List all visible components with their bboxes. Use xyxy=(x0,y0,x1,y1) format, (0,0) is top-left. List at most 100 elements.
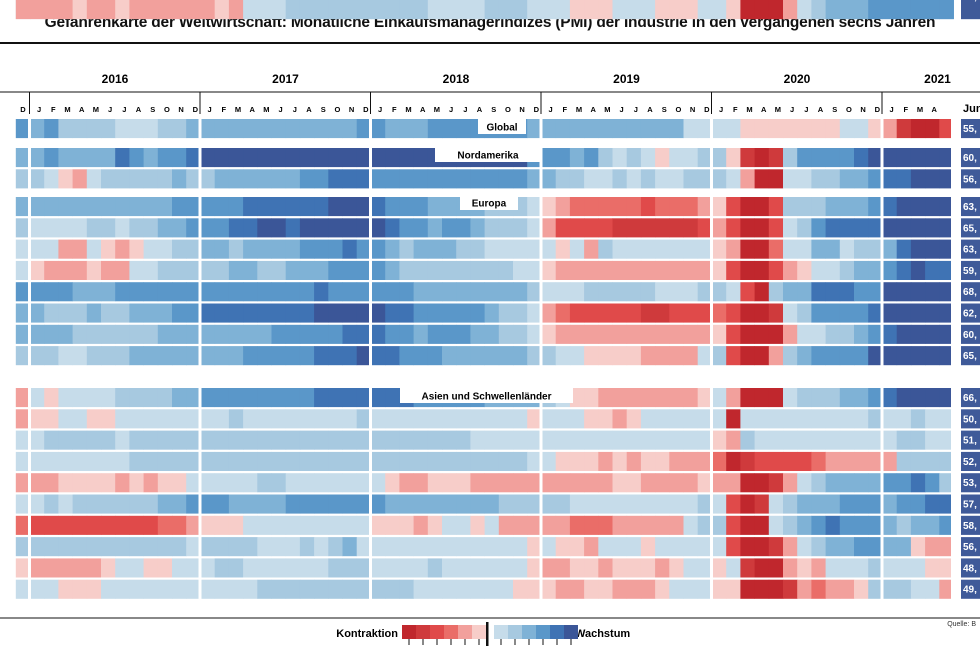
heat-cell xyxy=(612,409,628,429)
heat-cell xyxy=(768,515,784,535)
month-label: D xyxy=(534,105,540,114)
heat-cell xyxy=(839,148,855,168)
latest-value: 68, xyxy=(963,287,977,298)
heat-cell xyxy=(797,197,812,217)
heat-cell xyxy=(754,218,770,238)
heat-cell xyxy=(456,239,471,259)
heat-cell xyxy=(15,260,31,280)
month-label: S xyxy=(150,105,155,114)
heat-cell xyxy=(271,409,287,429)
heat-cell xyxy=(740,451,755,471)
heat-cell xyxy=(157,197,173,217)
heat-cell xyxy=(442,282,457,302)
heat-cell xyxy=(854,119,869,139)
heat-cell xyxy=(456,119,471,139)
heat-cell xyxy=(839,473,855,493)
heat-cell xyxy=(129,260,144,280)
heat-cell xyxy=(86,218,102,238)
heat-cell xyxy=(541,473,557,493)
heat-cell xyxy=(470,558,485,578)
heat-cell xyxy=(783,282,798,302)
heat-cell xyxy=(314,430,329,450)
heat-cell xyxy=(598,579,613,599)
heat-cell xyxy=(115,197,130,217)
heat-cell xyxy=(910,148,926,168)
heat-cell xyxy=(228,388,244,408)
month-label: J xyxy=(890,105,894,114)
heat-cell xyxy=(527,558,542,578)
heat-cell xyxy=(868,473,883,493)
heat-cell xyxy=(257,282,272,302)
heat-cell xyxy=(484,282,500,302)
heat-cell xyxy=(882,148,898,168)
heat-cell xyxy=(228,169,244,189)
heat-cell xyxy=(484,239,500,259)
heat-cell xyxy=(939,515,954,535)
heat-cell xyxy=(626,451,642,471)
heat-cell xyxy=(58,260,73,280)
heat-cell xyxy=(541,558,557,578)
heat-cell xyxy=(896,239,912,259)
heat-cell xyxy=(356,169,372,189)
heat-cell xyxy=(442,324,457,344)
heat-cell xyxy=(825,451,841,471)
heat-cell xyxy=(854,451,869,471)
heat-cell xyxy=(939,473,954,493)
heat-cell xyxy=(285,430,301,450)
heat-cell xyxy=(527,282,542,302)
heat-cell xyxy=(228,537,244,557)
month-label: M xyxy=(235,105,241,114)
heat-cell xyxy=(385,537,400,557)
heat-cell xyxy=(910,119,926,139)
heat-cell xyxy=(740,0,755,20)
heat-cell xyxy=(115,239,130,259)
heat-cell xyxy=(697,537,713,557)
heat-cell xyxy=(129,282,144,302)
heat-cell xyxy=(740,473,755,493)
heat-cell xyxy=(271,430,287,450)
heat-cell xyxy=(541,282,557,302)
heat-cell xyxy=(157,430,173,450)
heat-cell xyxy=(243,515,258,535)
heat-cell xyxy=(598,0,613,20)
heat-cell xyxy=(868,282,883,302)
heat-cell xyxy=(356,239,372,259)
month-label: M xyxy=(917,105,923,114)
heat-cell xyxy=(157,0,173,20)
heat-cell xyxy=(882,282,898,302)
heat-cell xyxy=(555,169,571,189)
heat-cell xyxy=(740,282,755,302)
heat-cell xyxy=(882,494,898,514)
heat-cell xyxy=(385,303,400,323)
heat-cell xyxy=(541,260,557,280)
month-label: F xyxy=(51,105,56,114)
heat-cell xyxy=(342,0,358,20)
heat-cell xyxy=(683,473,699,493)
heat-cell xyxy=(854,430,869,450)
month-label: A xyxy=(931,105,937,114)
heat-cell xyxy=(839,537,855,557)
heat-cell xyxy=(371,260,386,280)
heat-cell xyxy=(15,537,31,557)
heat-cell xyxy=(569,282,585,302)
heat-cell xyxy=(569,388,585,408)
heat-cell xyxy=(257,119,272,139)
heat-cell xyxy=(726,0,741,20)
heat-cell xyxy=(214,148,230,168)
heat-cell xyxy=(257,473,272,493)
heat-cell xyxy=(30,282,45,302)
heat-cell xyxy=(172,473,187,493)
heat-cell xyxy=(143,0,159,20)
heat-cell xyxy=(655,303,670,323)
heat-cell xyxy=(30,260,45,280)
heat-cell xyxy=(328,579,343,599)
heat-cell xyxy=(612,239,628,259)
heat-cell xyxy=(314,218,329,238)
heat-cell xyxy=(129,218,144,238)
heat-cell xyxy=(925,260,940,280)
heat-cell xyxy=(58,218,73,238)
heat-cell xyxy=(30,430,45,450)
heat-cell xyxy=(598,430,613,450)
heat-cell xyxy=(712,451,727,471)
